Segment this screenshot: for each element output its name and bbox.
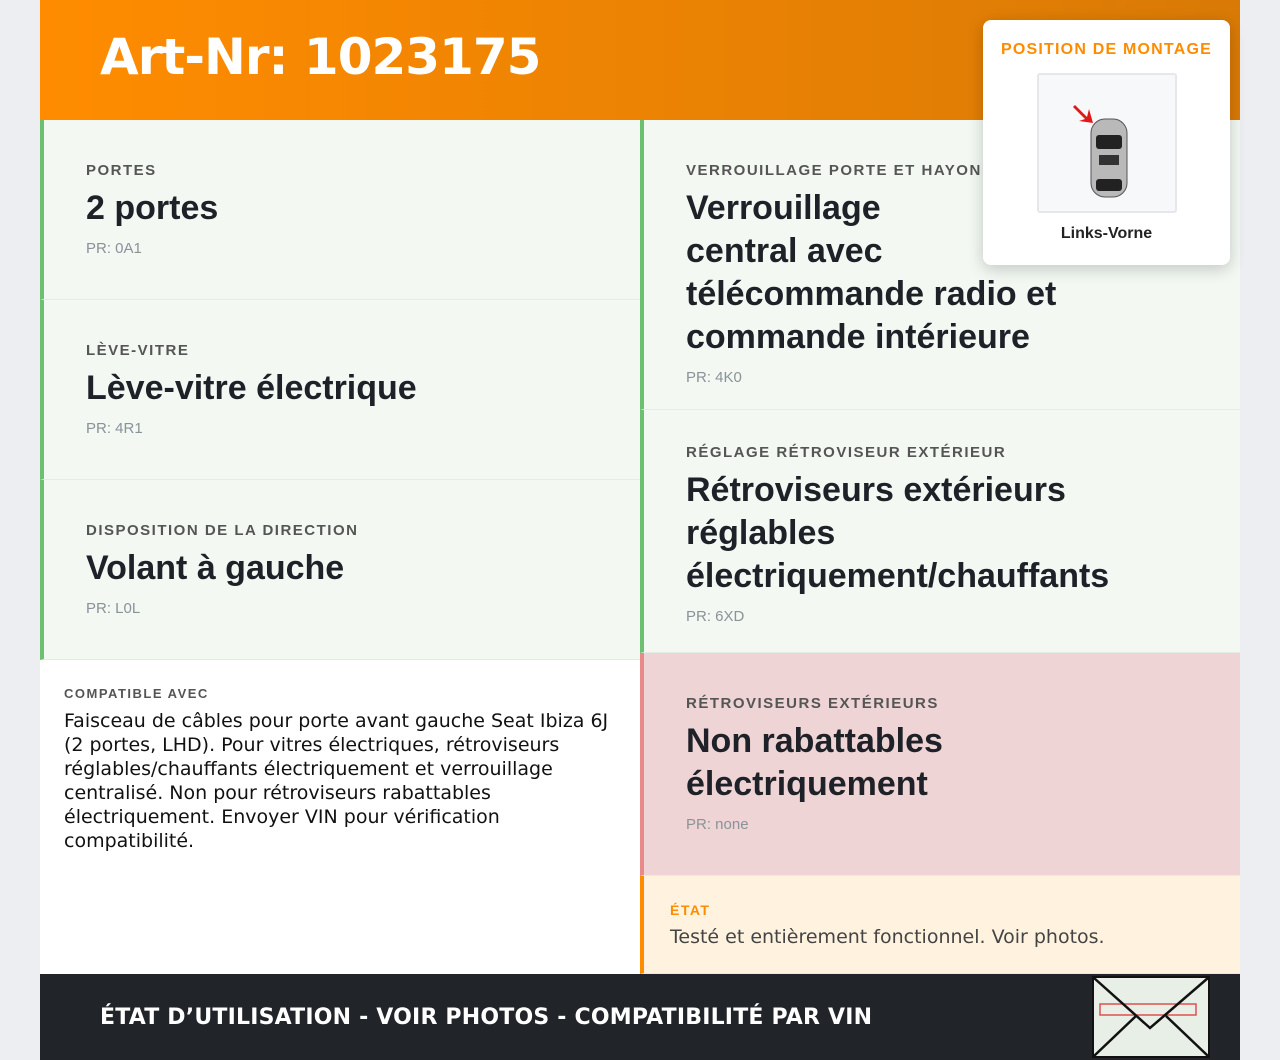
car-top-view-icon	[1072, 105, 1127, 198]
spec-value: 2 portes	[86, 189, 219, 227]
compat-text: Faisceau de câbles pour porte avant gauc…	[64, 710, 609, 852]
footer-text: ÉTAT D’UTILISATION - VOIR PHOTOS - COMPA…	[100, 1005, 873, 1030]
spec-pr: PR: 4R1	[86, 420, 143, 437]
popup-label: POSITION DE MONTAGE	[1001, 41, 1212, 58]
condition-label: État	[670, 902, 711, 918]
mounting-position-popup: POSITION DE MONTAGE Links-Vorne	[983, 20, 1230, 265]
spec-pr: PR: 4K0	[686, 369, 742, 386]
condition-text: Testé et entièrement fonctionnel. Voir p…	[670, 926, 1105, 948]
spec-value: Non rabattables électriquement	[686, 722, 943, 803]
page-title: Art-Nr: 1023175	[100, 28, 541, 86]
spec-label: Rétroviseurs extérieurs	[686, 695, 939, 712]
spec-pr: PR: 0A1	[86, 240, 142, 257]
spec-label: Verrouillage porte et hayon	[686, 162, 982, 179]
popup-value: Links-Vorne	[1060, 225, 1153, 242]
spec-cell-mirror-fold: Rétroviseurs extérieurs Non rabattables …	[640, 653, 1240, 876]
spec-pr: PR: none	[686, 816, 749, 833]
spec-label: Disposition de la direction	[86, 522, 359, 539]
spec-pr: PR: L0L	[86, 600, 141, 617]
spec-label: Portes	[86, 162, 157, 179]
spec-pr: PR: 6XD	[686, 608, 745, 625]
compatibility-section: COMPATIBLE AVEC Faisceau de câbles pour …	[40, 660, 640, 974]
footer: ÉTAT D’UTILISATION - VOIR PHOTOS - COMPA…	[40, 974, 1240, 1060]
spec-cell-mirror-adjust: Réglage rétroviseur extérieur Rétroviseu…	[640, 410, 1240, 653]
compat-label: COMPATIBLE AVEC	[64, 686, 209, 701]
spec-value: Rétroviseurs extérieurs réglables électr…	[686, 471, 1110, 595]
spec-label: Réglage rétroviseur extérieur	[686, 444, 1007, 461]
car-position-image	[1036, 73, 1177, 213]
spec-value: Volant à gauche	[86, 549, 345, 587]
spec-cell-steering: Disposition de la direction Volant à gau…	[40, 480, 640, 660]
spec-value: Lève-vitre électrique	[86, 369, 417, 407]
spec-label: Lève-vitre	[86, 342, 190, 359]
spec-cell-doors: Portes 2 portes PR: 0A1	[40, 120, 640, 300]
spec-value: Verrouillage central avec télécommande r…	[686, 189, 1057, 356]
spec-cell-window: Lève-vitre Lève-vitre électrique PR: 4R1	[40, 300, 640, 480]
condition-cell: État Testé et entièrement fonctionnel. V…	[640, 876, 1240, 974]
vin-envelope-icon	[1092, 976, 1210, 1058]
